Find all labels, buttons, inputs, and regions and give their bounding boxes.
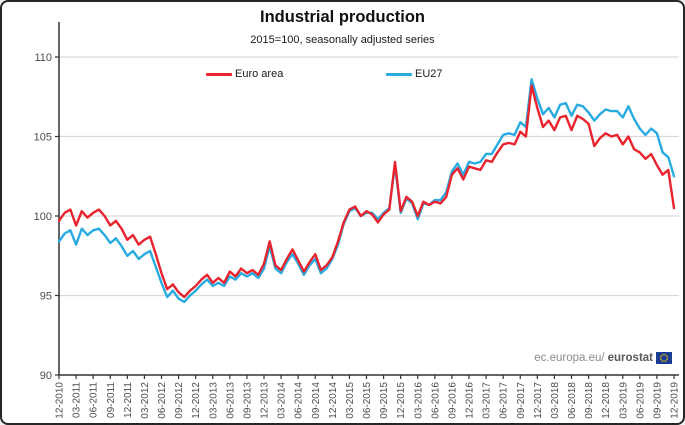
chart-title: Industrial production: [260, 8, 425, 26]
svg-text:100: 100: [34, 211, 52, 223]
svg-text:06-2011: 06-2011: [89, 382, 100, 418]
watermark-eurostat-label: eurostat: [607, 351, 653, 364]
svg-text:09-2016: 09-2016: [447, 382, 458, 419]
svg-text:03-2012: 03-2012: [140, 382, 151, 419]
eu27-legend-label: EU27: [415, 68, 443, 80]
svg-text:09-2013: 09-2013: [242, 382, 253, 419]
svg-text:09-2011: 09-2011: [106, 382, 117, 418]
eu-flag-icon: [656, 351, 672, 364]
svg-text:09-2018: 09-2018: [584, 382, 595, 419]
svg-text:06-2017: 06-2017: [499, 382, 510, 419]
svg-text:03-2017: 03-2017: [482, 382, 493, 419]
svg-text:12-2010: 12-2010: [55, 382, 66, 419]
svg-text:09-2019: 09-2019: [652, 382, 663, 419]
svg-text:06-2019: 06-2019: [635, 382, 646, 419]
svg-text:09-2014: 09-2014: [311, 382, 322, 419]
svg-text:12-2015: 12-2015: [396, 382, 407, 419]
svg-text:12-2011: 12-2011: [123, 382, 134, 418]
svg-text:09-2017: 09-2017: [516, 382, 527, 419]
svg-text:12-2014: 12-2014: [328, 382, 339, 419]
euro-area-legend-label: Euro area: [235, 68, 284, 80]
svg-text:12-2013: 12-2013: [260, 382, 271, 419]
svg-text:105: 105: [34, 132, 52, 144]
eu27-line-swatch: [386, 73, 412, 76]
svg-text:95: 95: [40, 291, 52, 303]
svg-text:03-2019: 03-2019: [618, 382, 629, 419]
euro-area-line-swatch: [206, 73, 232, 76]
svg-text:06-2018: 06-2018: [567, 382, 578, 419]
svg-text:03-2014: 03-2014: [277, 382, 288, 419]
svg-text:06-2012: 06-2012: [157, 382, 168, 419]
eurostat-watermark[interactable]: ec.europa.eu/eurostat: [534, 350, 672, 365]
svg-text:06-2013: 06-2013: [225, 382, 236, 419]
svg-text:12-2017: 12-2017: [533, 382, 544, 419]
svg-text:03-2013: 03-2013: [208, 382, 219, 419]
svg-text:110: 110: [34, 52, 52, 64]
chart-subtitle: 2015=100, seasonally adjusted series: [250, 34, 435, 46]
svg-text:03-2018: 03-2018: [550, 382, 561, 419]
svg-text:12-2012: 12-2012: [191, 382, 202, 419]
svg-text:09-2015: 09-2015: [379, 382, 390, 419]
svg-text:06-2015: 06-2015: [362, 382, 373, 419]
svg-text:03-2015: 03-2015: [345, 382, 356, 419]
svg-text:12-2016: 12-2016: [465, 382, 476, 419]
svg-text:09-2012: 09-2012: [174, 382, 185, 419]
watermark-url-prefix: ec.europa.eu/: [534, 351, 605, 364]
svg-text:06-2016: 06-2016: [430, 382, 441, 419]
svg-text:12-2018: 12-2018: [601, 382, 612, 419]
svg-text:12-2019: 12-2019: [670, 382, 681, 419]
svg-text:03-2016: 03-2016: [413, 382, 424, 419]
legend-item-euro-area: Euro area: [206, 68, 283, 81]
legend-item-eu27: EU27: [386, 68, 443, 81]
svg-text:06-2014: 06-2014: [294, 382, 305, 419]
svg-text:90: 90: [40, 370, 52, 382]
svg-text:03-2011: 03-2011: [72, 382, 83, 418]
